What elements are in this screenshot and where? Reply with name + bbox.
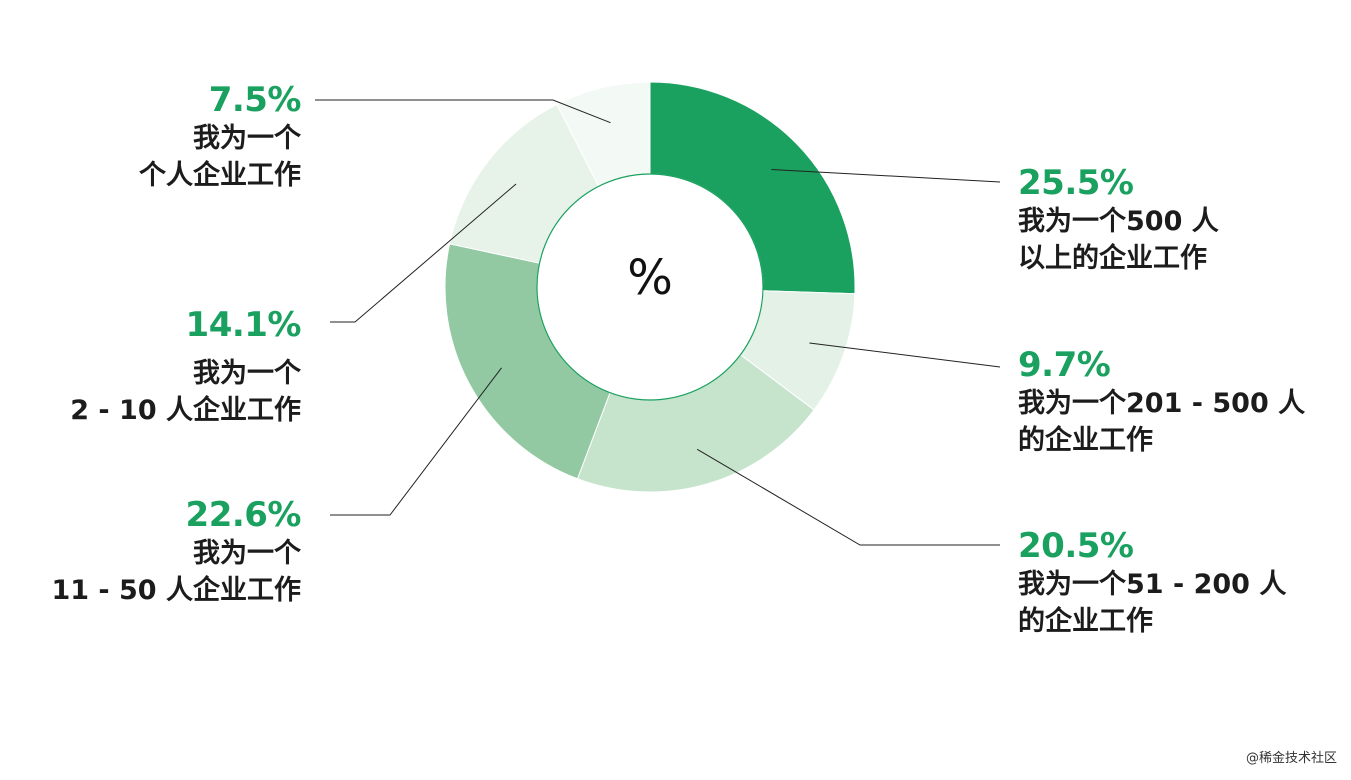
slice-label-0: 25.5% 我为一个500 人 以上的企业工作: [1018, 163, 1219, 277]
slice-percent-3: 22.6%: [185, 495, 302, 535]
slice-percent-0: 25.5%: [1018, 163, 1134, 203]
watermark: @稀金技术社区: [1245, 751, 1337, 766]
slice-percent-5: 7.5%: [208, 80, 302, 120]
slice-desc-2: 我为一个51 - 200 人 的企业工作: [1018, 569, 1287, 637]
slice-label-2: 20.5% 我为一个51 - 200 人 的企业工作: [1018, 526, 1286, 640]
leader-line-1: [809, 342, 1001, 368]
slice-label-1: 9.7% 我为一个201 - 500 人 的企业工作: [1018, 345, 1305, 459]
leader-line-3: [330, 367, 502, 516]
slice-desc-3: 我为一个 11 - 50 人企业工作: [51, 538, 301, 606]
slice-desc-4: 我为一个 2 - 10 人企业工作: [70, 358, 301, 426]
slice-desc-1: 我为一个201 - 500 人 的企业工作: [1018, 388, 1306, 456]
slice-percent-1: 9.7%: [1018, 345, 1111, 385]
slice-desc-0: 我为一个500 人 以上的企业工作: [1018, 206, 1219, 274]
leader-line-4: [330, 183, 517, 323]
slice-percent-4: 14.1%: [185, 305, 302, 345]
slice-label-3: 22.6% 我为一个 11 - 50 人企业工作: [51, 495, 301, 609]
leader-line-5: [315, 99, 611, 124]
slice-label-4: 14.1% 我为一个 2 - 10 人企业工作: [70, 305, 301, 429]
leader-line-0: [771, 168, 1001, 183]
center-label: %: [627, 250, 673, 306]
leader-line-2: [696, 448, 1000, 546]
slice-percent-2: 20.5%: [1018, 526, 1134, 566]
donut-inner-ring: [536, 173, 764, 401]
slice-label-5: 7.5% 我为一个 个人企业工作: [139, 80, 302, 194]
slice-desc-5: 我为一个 个人企业工作: [139, 123, 301, 191]
